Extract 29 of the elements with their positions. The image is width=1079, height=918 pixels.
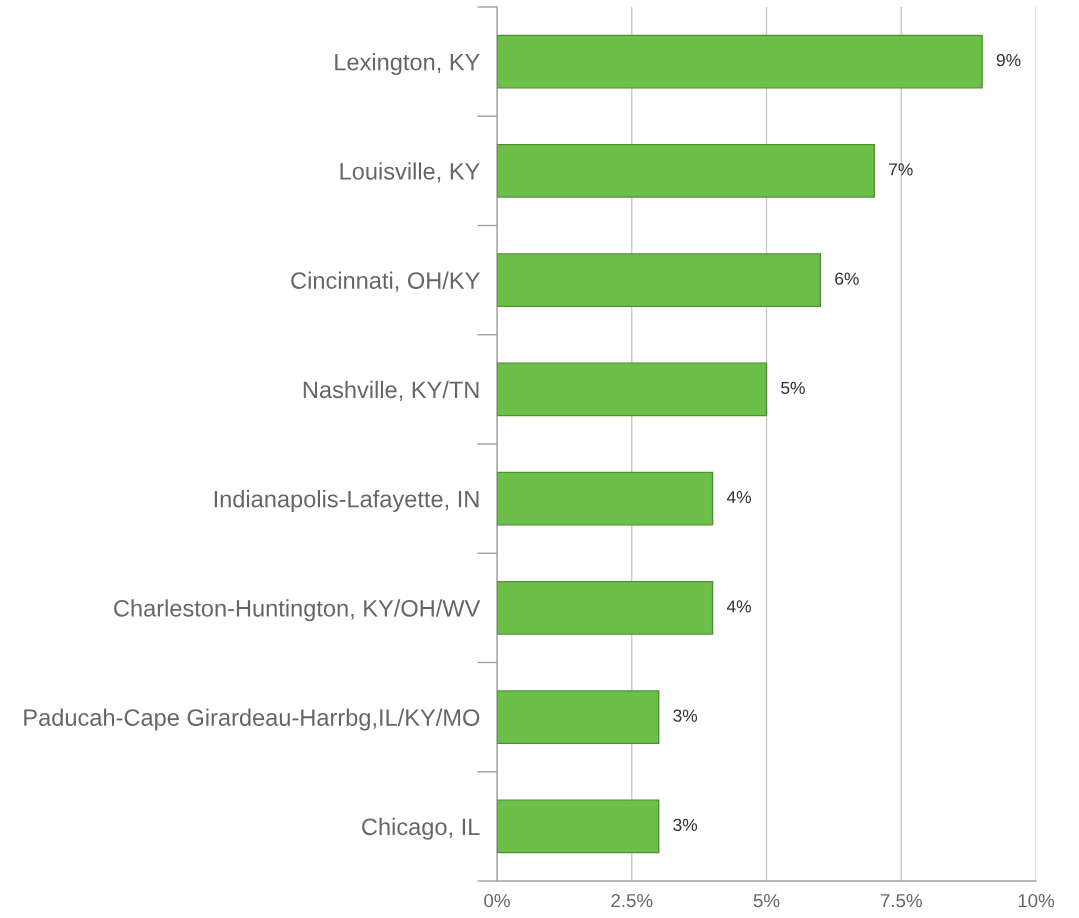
x-tick-label: 5% bbox=[753, 894, 780, 908]
x-tick-label: 2.5% bbox=[611, 894, 653, 908]
y-tick-label: Chicago, IL bbox=[362, 817, 480, 840]
y-tick-label: Indianapolis-Lafayette, IN bbox=[214, 490, 479, 513]
bar bbox=[497, 690, 660, 745]
bar bbox=[497, 471, 714, 526]
y-tick-label: Cincinnati, OH/KY bbox=[291, 271, 480, 292]
data-label: 4% bbox=[726, 491, 751, 504]
bar bbox=[497, 253, 822, 308]
data-label: 6% bbox=[835, 272, 859, 285]
y-tick-label: Charleston-Huntington, KY/OH/WV bbox=[114, 599, 481, 622]
bar bbox=[497, 580, 714, 635]
data-label: 9% bbox=[996, 53, 1021, 67]
y-tick-label: Paducah-Cape Girardeau-Harrbg,IL/KY/MO bbox=[24, 708, 480, 731]
data-label: 3% bbox=[673, 818, 698, 832]
x-tick-label: 10% bbox=[1018, 894, 1055, 908]
bar bbox=[497, 799, 660, 854]
bar bbox=[497, 362, 768, 417]
y-tick-label: Louisville, KY bbox=[340, 162, 480, 183]
data-label: 5% bbox=[781, 381, 805, 395]
data-label: 3% bbox=[673, 709, 698, 722]
x-tick-label: 0% bbox=[484, 894, 510, 908]
data-label: 4% bbox=[726, 600, 751, 613]
y-tick-label: Nashville, KY/TN bbox=[303, 380, 479, 401]
data-label: 7% bbox=[889, 163, 913, 176]
bar bbox=[497, 143, 875, 198]
x-tick-label: 7.5% bbox=[880, 894, 922, 908]
bar bbox=[497, 34, 983, 89]
y-tick-label: Lexington, KY bbox=[335, 53, 480, 76]
